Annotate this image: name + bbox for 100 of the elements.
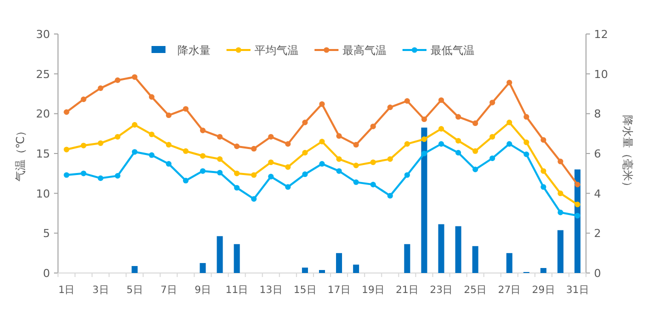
y2-axis-title: 降水量（毫米） xyxy=(621,115,634,192)
point xyxy=(404,98,410,104)
point xyxy=(132,74,138,80)
point xyxy=(353,142,359,148)
point xyxy=(148,94,154,100)
bar xyxy=(353,264,360,273)
point xyxy=(132,122,138,128)
point xyxy=(182,148,189,154)
point xyxy=(540,137,546,143)
point xyxy=(217,134,223,140)
x-tick-label: 23日 xyxy=(430,285,453,296)
point xyxy=(506,120,512,126)
point xyxy=(336,156,342,162)
point xyxy=(234,170,240,176)
point xyxy=(472,148,478,154)
y2-tick-label: 2 xyxy=(594,227,601,240)
point xyxy=(524,140,530,146)
y-tick-label: 30 xyxy=(36,28,50,41)
point xyxy=(114,173,120,179)
y2-tick-label: 12 xyxy=(594,28,608,41)
point xyxy=(490,155,496,162)
legend-item: 降水量 xyxy=(152,44,210,57)
point xyxy=(404,172,410,178)
point xyxy=(98,85,104,91)
point xyxy=(524,151,530,158)
legend-item: 平均气温 xyxy=(226,44,298,57)
point xyxy=(200,153,206,159)
bar xyxy=(540,268,546,273)
x-tick-label: 21日 xyxy=(396,285,419,296)
x-tick-label: 5日 xyxy=(126,285,143,296)
point xyxy=(472,166,478,172)
point xyxy=(455,114,462,120)
point xyxy=(490,134,496,140)
legend-label: 降水量 xyxy=(178,44,210,57)
point xyxy=(148,152,154,158)
y2-tick-label: 4 xyxy=(594,187,601,200)
point xyxy=(387,156,393,162)
bar xyxy=(438,224,444,273)
point xyxy=(182,178,189,184)
point xyxy=(98,175,104,181)
point xyxy=(302,120,308,126)
point xyxy=(80,142,86,148)
x-tick-label: 7日 xyxy=(160,285,177,296)
x-tick-label: 13日 xyxy=(260,285,282,296)
point xyxy=(166,142,172,148)
y2-tick-label: 10 xyxy=(594,68,608,81)
x-tick-label: 3日 xyxy=(92,285,109,296)
point xyxy=(114,77,120,84)
point xyxy=(64,146,70,152)
point xyxy=(540,168,546,174)
point xyxy=(166,112,172,118)
point xyxy=(114,134,120,140)
point xyxy=(574,202,580,208)
point xyxy=(251,196,257,202)
y-tick-label: 25 xyxy=(36,68,50,81)
point xyxy=(80,170,86,176)
point xyxy=(370,124,376,130)
bar xyxy=(557,230,564,273)
point xyxy=(558,158,564,164)
bar xyxy=(506,253,512,273)
y-axis-title: 气温（℃） xyxy=(14,125,27,182)
point xyxy=(217,170,223,176)
point xyxy=(421,136,427,142)
point xyxy=(438,141,444,147)
y2-tick-label: 0 xyxy=(594,267,601,280)
bar xyxy=(421,128,428,273)
bar xyxy=(319,270,325,273)
y-tick-label: 0 xyxy=(43,267,50,280)
point xyxy=(336,133,342,139)
legend-label: 最高气温 xyxy=(342,44,386,57)
point xyxy=(319,138,325,144)
point xyxy=(285,164,291,170)
bar xyxy=(455,226,462,273)
legend-label: 平均气温 xyxy=(254,44,298,57)
legend-label: 最低气温 xyxy=(430,44,474,57)
point xyxy=(574,182,580,188)
point xyxy=(574,212,580,218)
x-tick-label: 15日 xyxy=(294,285,316,296)
point xyxy=(490,100,496,106)
point xyxy=(404,141,410,147)
bar xyxy=(132,266,138,273)
y2-tick-label: 6 xyxy=(594,148,601,160)
point xyxy=(234,184,240,191)
x-tick-label: 27日 xyxy=(498,285,521,296)
point xyxy=(558,210,564,216)
y-tick-label: 10 xyxy=(36,187,50,200)
y-tick-label: 5 xyxy=(43,227,50,240)
point xyxy=(132,149,138,155)
point xyxy=(336,168,342,174)
point xyxy=(302,150,308,156)
point xyxy=(558,190,564,196)
x-tick-label: 19日 xyxy=(362,285,384,296)
point xyxy=(524,114,530,120)
point xyxy=(268,134,274,140)
bar xyxy=(336,253,342,273)
point xyxy=(421,116,427,122)
legend-item: 最高气温 xyxy=(314,44,386,57)
point xyxy=(200,168,206,174)
point xyxy=(319,101,325,107)
point xyxy=(472,120,478,126)
